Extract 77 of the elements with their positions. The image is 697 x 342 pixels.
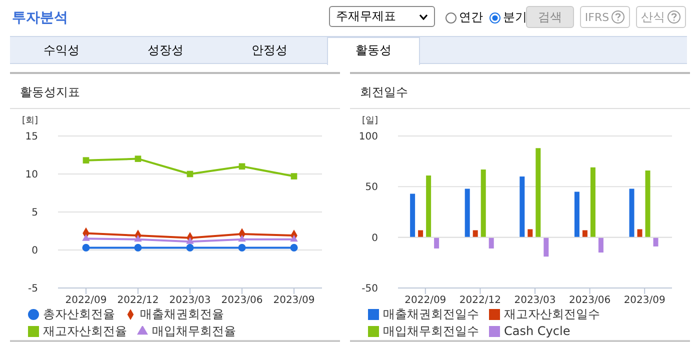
bar: [645, 170, 650, 238]
point: [290, 173, 298, 180]
y-tick-label: 15: [25, 132, 38, 143]
x-tick-label: 2023/06: [221, 295, 263, 306]
point: [134, 156, 142, 162]
bar: [528, 229, 533, 238]
text: 활동성: [327, 37, 420, 65]
bar: [598, 237, 604, 253]
point: [82, 157, 90, 164]
bar: [520, 176, 525, 238]
point: [290, 244, 298, 252]
point: [238, 163, 246, 170]
x-tick-label: 2022/12: [117, 295, 159, 306]
text: 검색: [526, 6, 574, 28]
chart-title: 회전일수: [360, 84, 408, 101]
x-tick-label: 2023/09: [273, 295, 315, 306]
bar: [410, 194, 416, 238]
legend-label: 매출채권회전일수: [383, 307, 479, 321]
text: 주재무제표: [336, 8, 396, 25]
y-axis-title: [회]: [22, 115, 38, 127]
bar: [434, 237, 440, 248]
bar: [472, 230, 478, 238]
x-tick-label: 2023/09: [624, 295, 666, 306]
y-tick-label: 0: [372, 232, 378, 244]
legend-label: 재고자산회전일수: [504, 307, 600, 321]
x-tick-label: 2023/06: [569, 295, 611, 306]
point: [290, 234, 298, 242]
x-tick-label: 2022/12: [459, 295, 501, 306]
text: 성장성: [146, 42, 184, 59]
bar: [582, 230, 588, 238]
point: [134, 244, 142, 252]
legend-label: 매입채무회전율: [152, 324, 236, 338]
text: 분기: [502, 9, 527, 26]
y-tick-label: -50: [362, 284, 378, 295]
legend-label: 재고자산회전율: [43, 324, 127, 338]
bar: [426, 176, 432, 238]
bar: [574, 192, 580, 238]
legend-label: 총자산회전율: [43, 307, 115, 321]
y-axis-title: [일]: [362, 115, 378, 127]
text: 연간: [458, 9, 483, 26]
y-tick-label: 50: [365, 182, 378, 194]
legend-label: 매출채권회전율: [140, 307, 224, 321]
text: 안정성: [250, 42, 288, 59]
bar: [464, 188, 470, 238]
bar: [637, 229, 642, 238]
x-tick-label: 2022/09: [404, 295, 446, 306]
point: [186, 244, 194, 252]
point: [82, 234, 90, 241]
y-tick-label: -5: [28, 284, 38, 295]
bar: [590, 167, 596, 238]
text: 수익성: [42, 42, 80, 59]
y-tick-label: 0: [32, 246, 38, 257]
bar: [488, 237, 494, 248]
bar: [418, 230, 424, 238]
point: [238, 244, 246, 252]
bar: [629, 188, 634, 238]
text: 산식: [636, 6, 686, 28]
point: [238, 234, 246, 242]
point: [134, 234, 142, 242]
chart-title: 활동성지표: [20, 84, 80, 101]
bar: [544, 237, 549, 257]
y-tick-label: 10: [25, 170, 38, 181]
x-tick-label: 2023/03: [169, 295, 211, 306]
legend-label: Cash Cycle: [504, 324, 570, 338]
x-tick-label: 2022/09: [65, 295, 107, 306]
text: 투자분석: [12, 9, 68, 27]
bar: [653, 237, 658, 246]
text: IFRS: [580, 6, 630, 28]
y-tick-label: 5: [32, 208, 38, 219]
y-tick-label: 100: [358, 132, 378, 143]
bar: [536, 148, 541, 238]
x-tick-label: 2023/03: [514, 295, 556, 306]
point: [186, 170, 194, 178]
bar: [480, 169, 486, 238]
point: [186, 237, 194, 244]
legend-label: 매입채무회전일수: [383, 324, 479, 338]
point: [82, 244, 90, 252]
